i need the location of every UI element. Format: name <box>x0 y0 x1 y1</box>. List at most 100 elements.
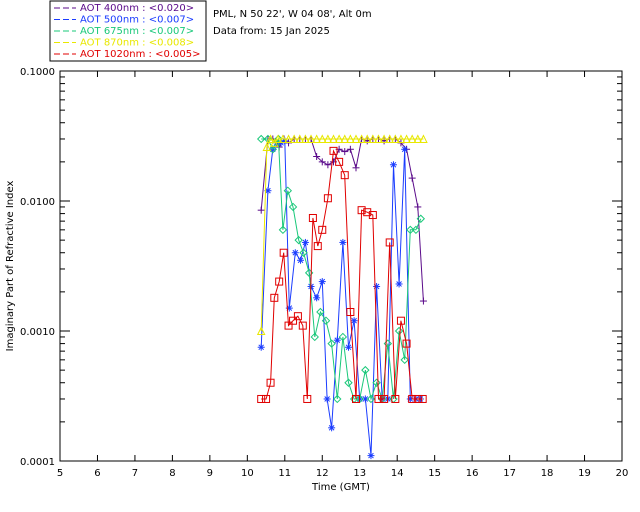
data-point <box>288 202 298 212</box>
data-point <box>313 242 322 251</box>
data-point <box>275 277 284 286</box>
y-tick-label: 0.0010 <box>20 327 55 338</box>
y-tick-label: 0.0100 <box>20 197 55 208</box>
data-point <box>396 316 405 325</box>
y-tick-label: 0.0001 <box>20 457 55 468</box>
data-point <box>268 145 278 154</box>
date-label: Data from: 15 Jan 2025 <box>213 26 330 37</box>
data-point <box>351 134 361 143</box>
series-5 <box>257 146 427 403</box>
data-point <box>344 378 353 387</box>
data-point <box>333 336 341 344</box>
plot-area <box>59 70 623 462</box>
x-tick-label: 19 <box>578 468 591 479</box>
data-point <box>297 256 305 264</box>
x-tick-label: 12 <box>316 468 329 479</box>
data-point <box>408 394 417 403</box>
data-point <box>279 248 288 257</box>
data-point <box>329 146 338 155</box>
data-point <box>323 194 332 203</box>
data-point <box>262 142 272 152</box>
data-point <box>257 394 266 403</box>
data-point <box>291 249 299 257</box>
x-axis: 5 6 7 8 9 10 11 12 13 14 15 16 17 18 19 20 <box>57 71 628 479</box>
legend-item: AOT 500nm : <0.007> <box>54 15 194 26</box>
data-point <box>313 294 321 302</box>
x-tick-label: 14 <box>391 468 404 479</box>
data-point <box>295 134 305 143</box>
data-point <box>344 343 352 351</box>
data-point <box>362 134 372 143</box>
data-point <box>298 321 307 330</box>
data-point <box>318 278 326 286</box>
data-point <box>352 164 360 172</box>
data-point <box>419 297 427 305</box>
data-point <box>299 248 308 257</box>
data-point <box>329 134 338 143</box>
data-point <box>256 134 266 144</box>
data-point <box>256 326 266 335</box>
data-point <box>357 206 366 215</box>
data-point <box>391 394 400 403</box>
x-tick-label: 8 <box>169 468 175 479</box>
data-point <box>350 317 358 325</box>
data-point <box>402 134 411 143</box>
data-point <box>266 378 275 387</box>
data-point <box>308 213 317 222</box>
data-point <box>293 312 302 321</box>
data-point <box>367 452 375 460</box>
data-point <box>303 394 312 403</box>
legend: AOT 400nm : <0.020>AOT 500nm : <0.007> AO… <box>49 0 207 62</box>
data-point <box>408 174 416 182</box>
data-point <box>395 280 403 288</box>
data-point <box>264 187 272 195</box>
data-point <box>391 134 400 143</box>
data-point <box>278 134 288 143</box>
data-point <box>402 339 411 348</box>
legend-item: AOT 870nm : <0.008> <box>54 38 194 49</box>
x-tick-label: 18 <box>541 468 554 479</box>
data-point <box>313 152 321 160</box>
data-point <box>374 394 383 403</box>
legend-label: AOT 500nm : <0.007> <box>80 15 194 26</box>
y-axis-title: Imaginary Part of Refractive Index <box>5 181 16 352</box>
x-tick-label: 6 <box>94 468 100 479</box>
data-point <box>372 378 381 387</box>
data-point <box>413 134 423 143</box>
data-point <box>289 316 298 325</box>
data-point <box>414 203 422 211</box>
data-point <box>301 134 310 143</box>
x-axis-title: Time (GMT) <box>311 482 370 493</box>
series-layer <box>256 134 428 460</box>
series-line <box>260 138 424 332</box>
data-point <box>284 321 293 330</box>
data-point <box>418 394 427 403</box>
series-line <box>260 140 421 456</box>
x-tick-label: 7 <box>132 468 138 479</box>
data-point <box>394 326 404 336</box>
data-point <box>400 355 409 365</box>
data-point <box>341 148 349 156</box>
data-point <box>340 134 350 143</box>
data-point <box>339 238 347 246</box>
data-point <box>278 225 288 235</box>
data-point <box>351 394 360 403</box>
data-point <box>401 145 409 153</box>
series-4 <box>256 134 428 335</box>
legend-label: AOT 400nm : <0.020> <box>80 3 194 14</box>
series-line <box>261 149 423 400</box>
data-point <box>273 134 283 143</box>
legend-item: AOT 1020nm : <0.005> <box>54 49 200 60</box>
data-point <box>316 307 325 317</box>
data-point <box>283 186 293 195</box>
legend-label: AOT 870nm : <0.008> <box>80 38 194 49</box>
data-point <box>383 339 393 348</box>
y-axis: 0.0001 0.0010 0.0100 0.1000 <box>20 67 622 468</box>
legend-label: AOT 1020nm : <0.005> <box>80 49 200 60</box>
data-point <box>346 134 355 143</box>
x-tick-label: 16 <box>466 468 479 479</box>
data-point <box>379 134 389 143</box>
x-tick-label: 11 <box>278 468 291 479</box>
data-point <box>413 394 422 403</box>
data-point <box>294 235 303 245</box>
